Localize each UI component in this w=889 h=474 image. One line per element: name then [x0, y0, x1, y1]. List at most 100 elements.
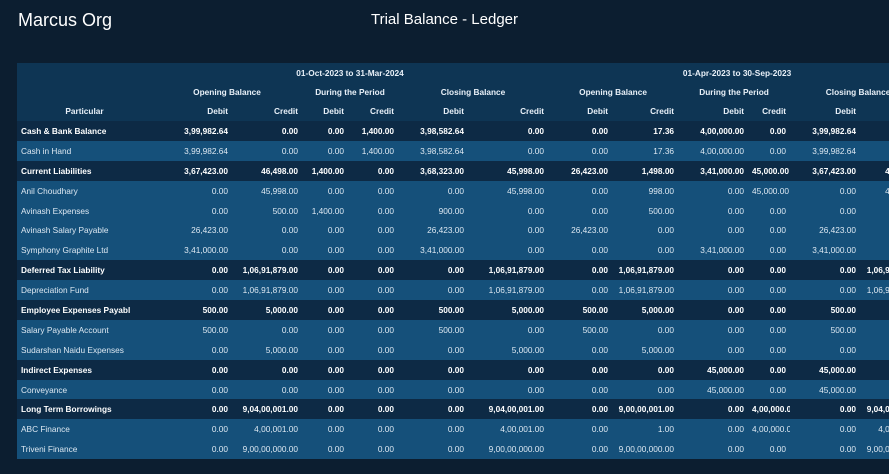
debit-cell: 0.00: [678, 180, 749, 201]
debit-cell: 0.00: [152, 339, 232, 360]
credit-cell: 0.00: [348, 200, 398, 221]
debit-cell: 0.00: [152, 359, 232, 380]
debit-cell: 0.00: [398, 180, 468, 201]
particular-cell: Sudarshan Naidu Expenses: [17, 339, 152, 360]
group-row[interactable]: Indirect Expenses 0.00 0.00 0.00 0.00 0.00 0.0…: [17, 359, 889, 380]
credit-cell: 5,000.00: [612, 300, 679, 320]
debit-cell: 3,99,982.64: [152, 121, 232, 141]
debit-cell: 26,423.00: [548, 160, 613, 181]
group-row[interactable]: Cash & Bank Balance 3,99,982.64 0.00 0.00 1,…: [17, 121, 889, 141]
debit-cell: 500.00: [548, 300, 613, 320]
debit-cell: 0.00: [302, 319, 348, 340]
debit-cell: 3,99,982.64: [152, 140, 232, 161]
debit-cell: 0.00: [678, 260, 749, 281]
credit-header: Credit: [274, 106, 298, 116]
credit-cell: 0.00: [748, 240, 791, 261]
credit-cell: 45,998.00: [232, 180, 302, 201]
period-1-header: 01-Oct-2023 to 31-Mar-2024: [296, 67, 404, 78]
ledger-row[interactable]: Sudarshan Naidu Expenses 0.00 5,000.00 0.00…: [17, 339, 889, 360]
group-row[interactable]: Current Liabilities 3,67,423.00 46,498.00 1…: [17, 160, 889, 181]
group-row[interactable]: Long Term Borrowings 0.00 9,04,00,001.00 0.…: [17, 399, 889, 420]
credit-cell: 0.00: [468, 379, 549, 400]
credit-cell: 9,00,00,000.00: [468, 439, 549, 460]
debit-cell: 0.00: [548, 379, 613, 400]
credit-cell: 17.36: [612, 121, 679, 141]
debit-cell: 0.00: [398, 379, 468, 400]
trial-balance-table: 01-Oct-2023 to 31-Mar-2024 01-Apr-2023 t…: [17, 63, 889, 460]
ledger-row[interactable]: ABC Finance 0.00 4,00,001.00 0.00 0.00 0.00 4,…: [17, 419, 889, 440]
credit-cell: 0.00: [232, 140, 302, 161]
debit-cell: 0.00: [302, 240, 348, 261]
ledger-row[interactable]: Conveyance 0.00 0.00 0.00 0.00 0.00 0.00 0.00 0.…: [17, 379, 889, 400]
ledger-row[interactable]: Avinash Expenses 0.00 500.00 1,400.00 0.00 90…: [17, 200, 889, 221]
particular-cell: Long Term Borrowings: [17, 399, 152, 420]
debit-cell: 500.00: [152, 319, 232, 340]
debit-cell: 0.00: [398, 419, 468, 440]
debit-cell: 0.00: [302, 280, 348, 301]
debit-cell: 0.00: [548, 280, 613, 301]
credit-cell: 1,06,91,879.00: [232, 260, 302, 281]
particular-cell: Salary Payable Account: [17, 319, 152, 340]
ledger-row[interactable]: Symphony Graphite Ltd 3,41,000.00 0.00 0.00…: [17, 240, 889, 261]
opening-balance-header: Opening Balance: [193, 86, 261, 97]
debit-header: Debit: [587, 106, 609, 116]
debit-cell: 0.00: [678, 419, 749, 440]
debit-cell: 0.00: [548, 419, 613, 440]
during-period-header: During the Period: [315, 86, 385, 97]
debit-cell: 0.00: [790, 260, 861, 281]
debit-cell: 0.00: [302, 260, 348, 281]
credit-cell: 0.00: [612, 220, 679, 241]
header-empty: [17, 82, 152, 101]
ledger-row[interactable]: Anil Choudhary 0.00 45,998.00 0.00 0.00 0.00 4…: [17, 180, 889, 201]
period-2-header: 01-Apr-2023 to 30-Sep-2023: [682, 67, 792, 78]
credit-cell: 0.00: [468, 220, 549, 241]
credit-cell: 9,04,00,001.00: [860, 399, 889, 420]
credit-cell: 0.00: [348, 359, 398, 380]
debit-cell: 0.00: [548, 200, 613, 221]
debit-header: Debit: [443, 106, 464, 116]
debit-cell: 1,400.00: [302, 200, 348, 221]
credit-cell: 46,498.00: [860, 160, 889, 181]
credit-cell: 0.00: [348, 339, 398, 360]
credit-cell: 0.00: [748, 200, 791, 221]
credit-cell: 45,998.00: [468, 180, 549, 201]
credit-cell: 4,00,001.00: [232, 419, 302, 440]
credit-cell: 0.00: [748, 220, 791, 241]
credit-cell: 0.00: [232, 240, 302, 261]
credit-cell: 0.00: [468, 240, 549, 261]
particular-cell: Cash & Bank Balance: [17, 121, 152, 141]
period-header-row: 01-Oct-2023 to 31-Mar-2024 01-Apr-2023 t…: [17, 63, 889, 82]
ledger-row[interactable]: Salary Payable Account 500.00 0.00 0.00 0.00…: [17, 319, 889, 340]
debit-cell: 0.00: [398, 260, 468, 281]
debit-cell: 0.00: [790, 180, 861, 201]
ledger-row[interactable]: Avinash Salary Payable 26,423.00 0.00 0.00 0…: [17, 220, 889, 241]
particular-cell: Cash in Hand: [17, 140, 152, 161]
credit-cell: 0.00: [612, 359, 679, 380]
debit-cell: 0.00: [548, 140, 613, 161]
debit-cell: 0.00: [548, 260, 613, 281]
debit-cell: 500.00: [398, 319, 468, 340]
credit-cell: 4,00,000.00: [748, 419, 791, 440]
debit-cell: 3,99,982.64: [790, 121, 861, 141]
debit-cell: 0.00: [548, 359, 613, 380]
group-row[interactable]: Deferred Tax Liability 0.00 1,06,91,879.00…: [17, 260, 889, 281]
credit-cell: 0.00: [348, 180, 398, 201]
debit-cell: 0.00: [548, 399, 613, 420]
debit-header: Debit: [723, 106, 745, 116]
credit-cell: 1,06,91,879.00: [860, 260, 889, 281]
ledger-row[interactable]: Cash in Hand 3,99,982.64 0.00 0.00 1,400.00 3…: [17, 140, 889, 161]
credit-cell: 1,06,91,879.00: [612, 260, 679, 281]
credit-cell: 0.00: [348, 260, 398, 281]
credit-cell: 9,00,00,000.00: [860, 439, 889, 460]
ledger-row[interactable]: Depreciation Fund 0.00 1,06,91,879.00 0.00 0…: [17, 280, 889, 301]
debit-cell: 3,67,423.00: [152, 160, 232, 181]
ledger-row[interactable]: Triveni Finance 0.00 9,00,00,000.00 0.00 0.0…: [17, 439, 889, 460]
particular-cell: ABC Finance: [17, 419, 152, 440]
debit-cell: 45,000.00: [790, 379, 861, 400]
credit-cell: 1,400.00: [348, 140, 398, 161]
group-row[interactable]: Employee Expenses Payabl 500.00 5,000.00 0.…: [17, 300, 889, 320]
credit-cell: 9,04,00,001.00: [232, 399, 302, 420]
credit-cell: 45,998.00: [468, 160, 549, 181]
debit-cell: 26,423.00: [548, 220, 613, 241]
credit-cell: 500.00: [860, 200, 889, 221]
